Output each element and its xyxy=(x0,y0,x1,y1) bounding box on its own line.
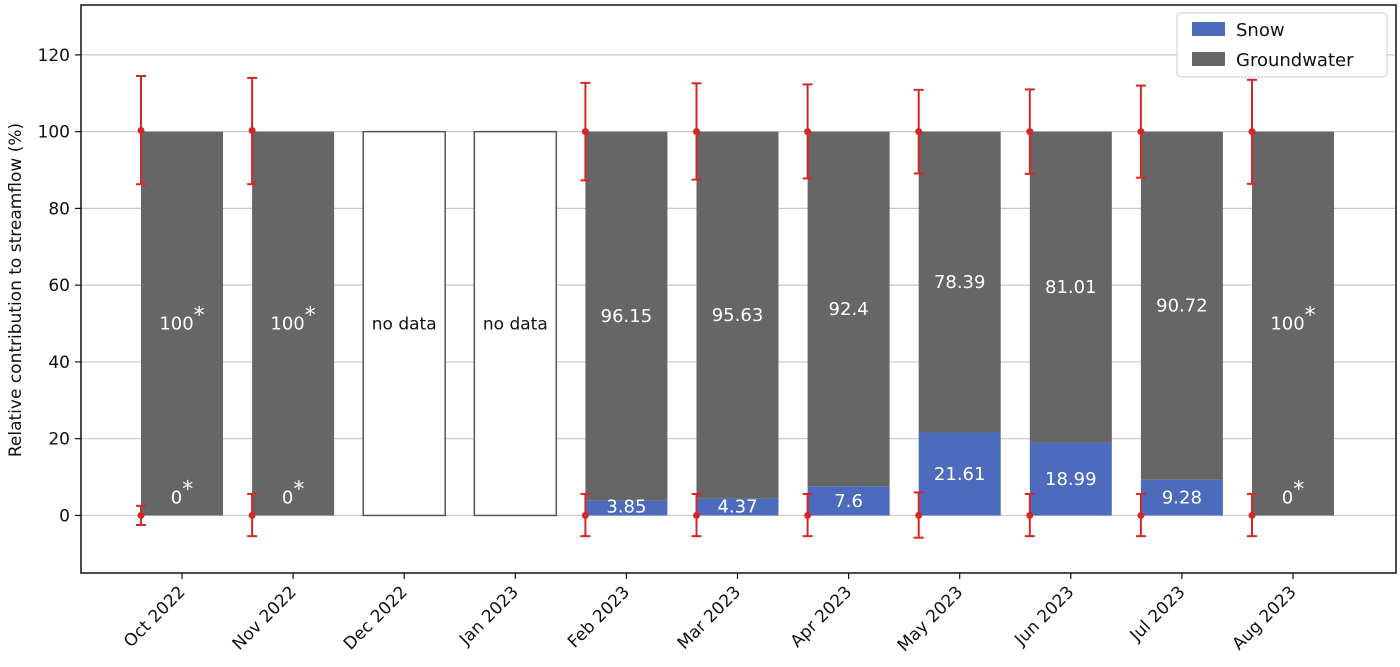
bar-groundwater xyxy=(252,131,335,516)
bar-groundwater xyxy=(807,131,890,487)
error-point-groundwater xyxy=(693,128,700,136)
bar-snow xyxy=(807,486,890,516)
bar-snow xyxy=(1029,442,1112,516)
legend-label-groundwater: Groundwater xyxy=(1236,50,1354,71)
y-axis-label: Relative contribution to streamflow (%) xyxy=(6,123,26,457)
groundwater-value-label: 92.4 xyxy=(829,299,869,320)
groundwater-value-label: 81.01 xyxy=(1045,277,1097,298)
no-data-label: no data xyxy=(483,315,548,335)
no-data-label: no data xyxy=(372,315,437,335)
bar-groundwater xyxy=(1029,131,1112,443)
error-point-groundwater xyxy=(1248,128,1256,136)
snow-value-label: 9.28 xyxy=(1162,488,1202,509)
bar-groundwater xyxy=(1140,131,1223,480)
legend-swatch-snow xyxy=(1192,22,1225,36)
legend: Snow Groundwater xyxy=(1176,12,1388,78)
groundwater-value-label: 90.72 xyxy=(1156,296,1208,317)
y-tick-label: 40 xyxy=(48,353,70,373)
no-data-bar xyxy=(473,130,558,517)
bar-groundwater xyxy=(696,131,779,499)
error-bars xyxy=(136,75,1257,539)
legend-label-snow: Snow xyxy=(1236,20,1285,41)
groundwater-value-label: 95.63 xyxy=(712,305,764,326)
y-tick-label: 0 xyxy=(59,506,70,526)
bar-groundwater xyxy=(585,131,668,501)
error-point-snow xyxy=(693,511,700,519)
snow-value-label: 4.37 xyxy=(717,496,757,517)
y-tick-label: 80 xyxy=(48,199,70,219)
plot-frame xyxy=(80,4,1397,574)
error-point-groundwater xyxy=(1026,128,1034,136)
error-point-groundwater xyxy=(915,128,923,136)
snow-value-label: 3.85 xyxy=(606,496,646,517)
bar-snow xyxy=(918,432,1001,516)
bar-groundwater xyxy=(918,131,1001,433)
no-data-bar xyxy=(362,130,446,517)
error-point-groundwater xyxy=(1137,128,1145,136)
legend-box xyxy=(1176,12,1388,78)
groundwater-value-label: 96.15 xyxy=(601,306,653,327)
bar-groundwater xyxy=(141,131,223,516)
snow-value-label: 7.6 xyxy=(834,491,863,512)
snow-value-label: 21.61 xyxy=(934,464,986,485)
bar-snow xyxy=(696,498,779,516)
bar-groundwater xyxy=(1252,131,1334,516)
error-point-snow xyxy=(1137,511,1145,519)
error-point-snow xyxy=(137,511,145,519)
legend-swatch-groundwater xyxy=(1192,52,1225,66)
groundwater-value-label: 78.39 xyxy=(934,272,986,293)
y-tick-label: 60 xyxy=(48,276,70,296)
error-point-groundwater xyxy=(581,128,589,136)
snow-value-label: 18.99 xyxy=(1045,469,1097,490)
error-point-snow xyxy=(1026,511,1034,519)
y-tick-label: 120 xyxy=(38,46,70,66)
y-tick-label: 20 xyxy=(48,430,70,450)
error-point-snow xyxy=(248,511,256,519)
y-axis-ticks: 0 20 40 60 80 100 120 xyxy=(38,46,81,526)
bars xyxy=(141,130,1334,517)
error-point-snow xyxy=(1248,511,1256,519)
error-point-groundwater xyxy=(804,128,812,136)
error-point-snow xyxy=(804,511,812,519)
error-point-snow xyxy=(581,511,589,519)
y-tick-label: 100 xyxy=(38,123,70,143)
bar-snow xyxy=(1140,479,1223,516)
error-point-groundwater xyxy=(248,126,256,134)
error-point-groundwater xyxy=(137,126,145,134)
error-point-snow xyxy=(915,511,923,519)
bar-snow xyxy=(585,500,668,516)
